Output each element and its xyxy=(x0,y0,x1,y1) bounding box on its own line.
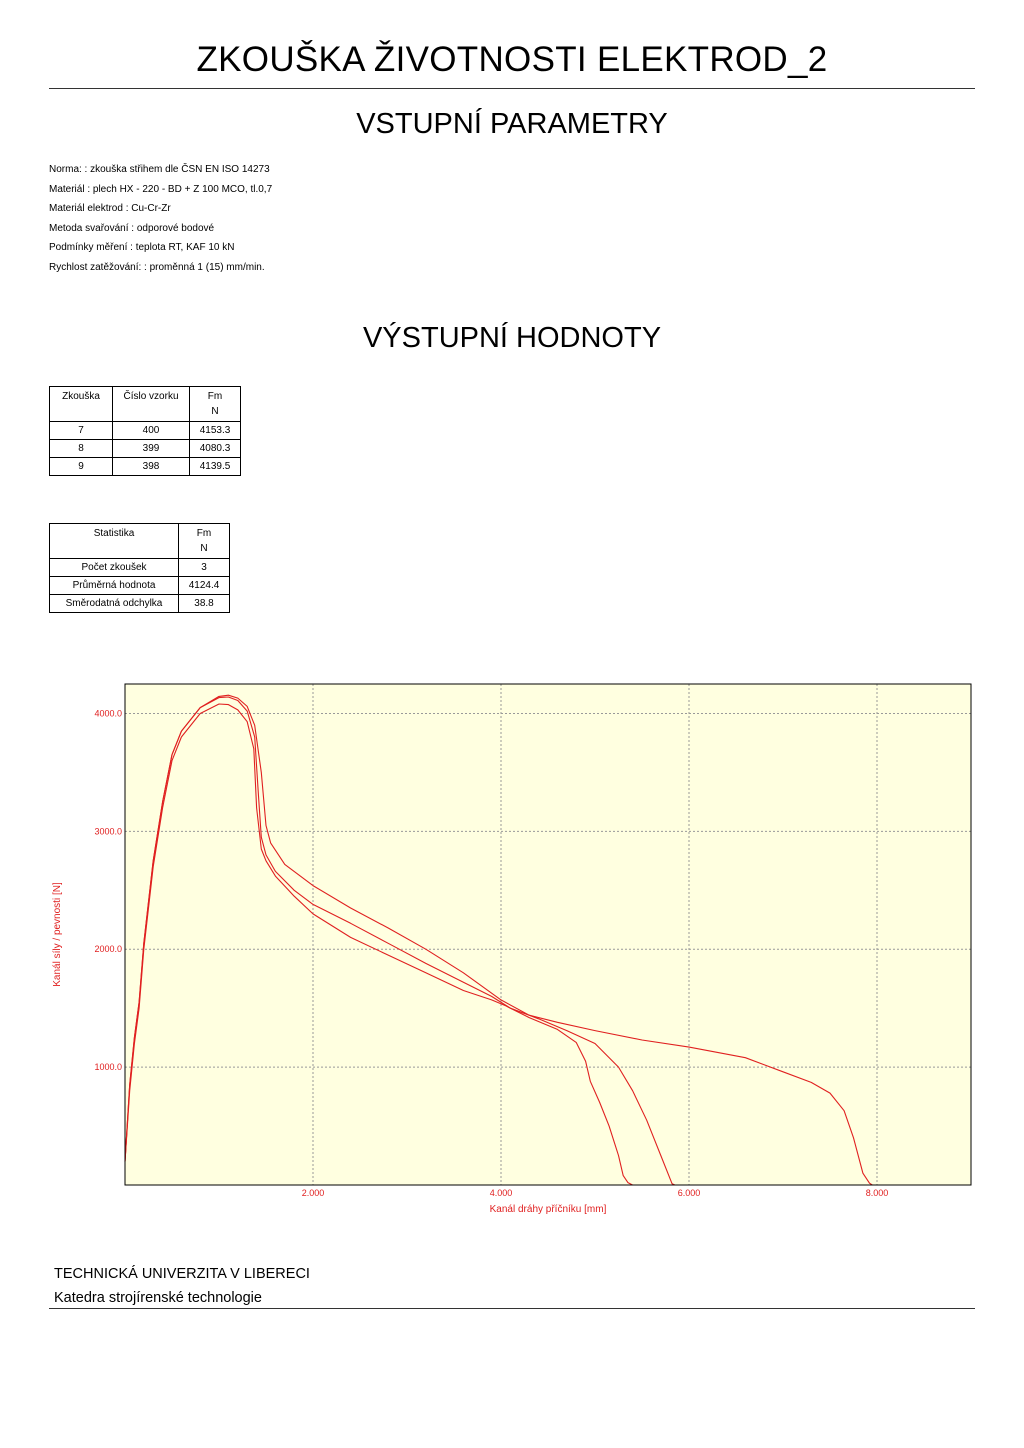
title-divider xyxy=(49,88,975,89)
col-header-fm: Fm N xyxy=(189,386,241,422)
input-parameters-heading: VSTUPNÍ PARAMETRY xyxy=(356,108,668,140)
series-line-1 xyxy=(124,703,652,1186)
table-row: Průměrná hodnota 4124.4 xyxy=(49,576,230,595)
university-name: TECHNICKÁ UNIVERZITA V LIBERECI xyxy=(54,1266,310,1282)
col-header-test: Zkouška xyxy=(49,386,113,422)
results-table-header: Zkouška Číslo vzorku Fm N xyxy=(49,386,241,422)
y-tick-label: 4000.0 xyxy=(94,708,122,718)
x-tick-label: 6.000 xyxy=(678,1188,701,1198)
chart-series xyxy=(124,694,896,1186)
y-tick-label: 1000.0 xyxy=(94,1062,122,1072)
cell-stat-value: 38.8 xyxy=(178,594,230,613)
x-tick-label: 8.000 xyxy=(866,1188,889,1198)
table-row: 8 399 4080.3 xyxy=(49,439,241,458)
department-name: Katedra strojírenské technologie xyxy=(54,1290,262,1306)
series-line-3 xyxy=(124,694,896,1186)
cell-fm: 4139.5 xyxy=(189,457,241,476)
plot-area xyxy=(125,684,971,1185)
fm-label: Fm xyxy=(196,528,212,539)
footer-divider xyxy=(49,1308,975,1309)
param-welding-method: Metoda svařování : odporové bodové xyxy=(49,222,215,234)
fm-unit: N xyxy=(211,406,219,417)
x-tick-label: 2.000 xyxy=(302,1188,325,1198)
input-parameters-list: Norma: : zkouška střihem dle ČSN EN ISO … xyxy=(49,160,272,278)
chart-ticks: 2.000 4.000 6.000 8.000 1000.0 2000.0 3000.0 40… xyxy=(94,708,888,1198)
param-measurement-conditions: Podmínky měření : teplota RT, KAF 10 kN xyxy=(49,242,235,254)
table-row: Směrodatná odchylka 38.8 xyxy=(49,594,230,613)
chart-grid xyxy=(125,684,971,1185)
table-row: 7 400 4153.3 xyxy=(49,421,241,440)
statistics-table-header: Statistika Fm N xyxy=(49,523,230,559)
plot-frame xyxy=(124,683,972,1186)
statistics-table: Statistika Fm N Počet zkoušek 3 Průměrná… xyxy=(49,523,230,613)
output-values-heading: VÝSTUPNÍ HODNOTY xyxy=(362,322,662,354)
x-tick-label: 4.000 xyxy=(490,1188,513,1198)
y-tick-label: 3000.0 xyxy=(94,826,122,836)
x-axis-label: Kanál dráhy příčníku [mm] xyxy=(490,1204,607,1215)
fm-label: Fm xyxy=(207,391,223,402)
param-standard: Norma: : zkouška střihem dle ČSN EN ISO … xyxy=(49,164,270,175)
y-axis-label: Kanál síly / pevnosti [N] xyxy=(52,882,63,987)
col-header-statistics: Statistika xyxy=(49,523,179,559)
param-material: Materiál : plech HX - 220 - BD + Z 100 M… xyxy=(49,183,273,195)
param-electrode-material: Materiál elektrod : Cu-Cr-Zr xyxy=(49,203,171,215)
fm-unit: N xyxy=(200,543,208,554)
page-title: ZKOUŠKA ŽIVOTNOSTI ELEKTROD_2 xyxy=(196,40,828,79)
table-row: 9 398 4139.5 xyxy=(49,457,241,476)
param-loading-rate: Rychlost zatěžování: : proměnná 1 (15) m… xyxy=(49,261,265,273)
results-table: Zkouška Číslo vzorku Fm N 7 400 4153.3 8… xyxy=(49,386,241,476)
y-tick-label: 2000.0 xyxy=(94,944,122,954)
